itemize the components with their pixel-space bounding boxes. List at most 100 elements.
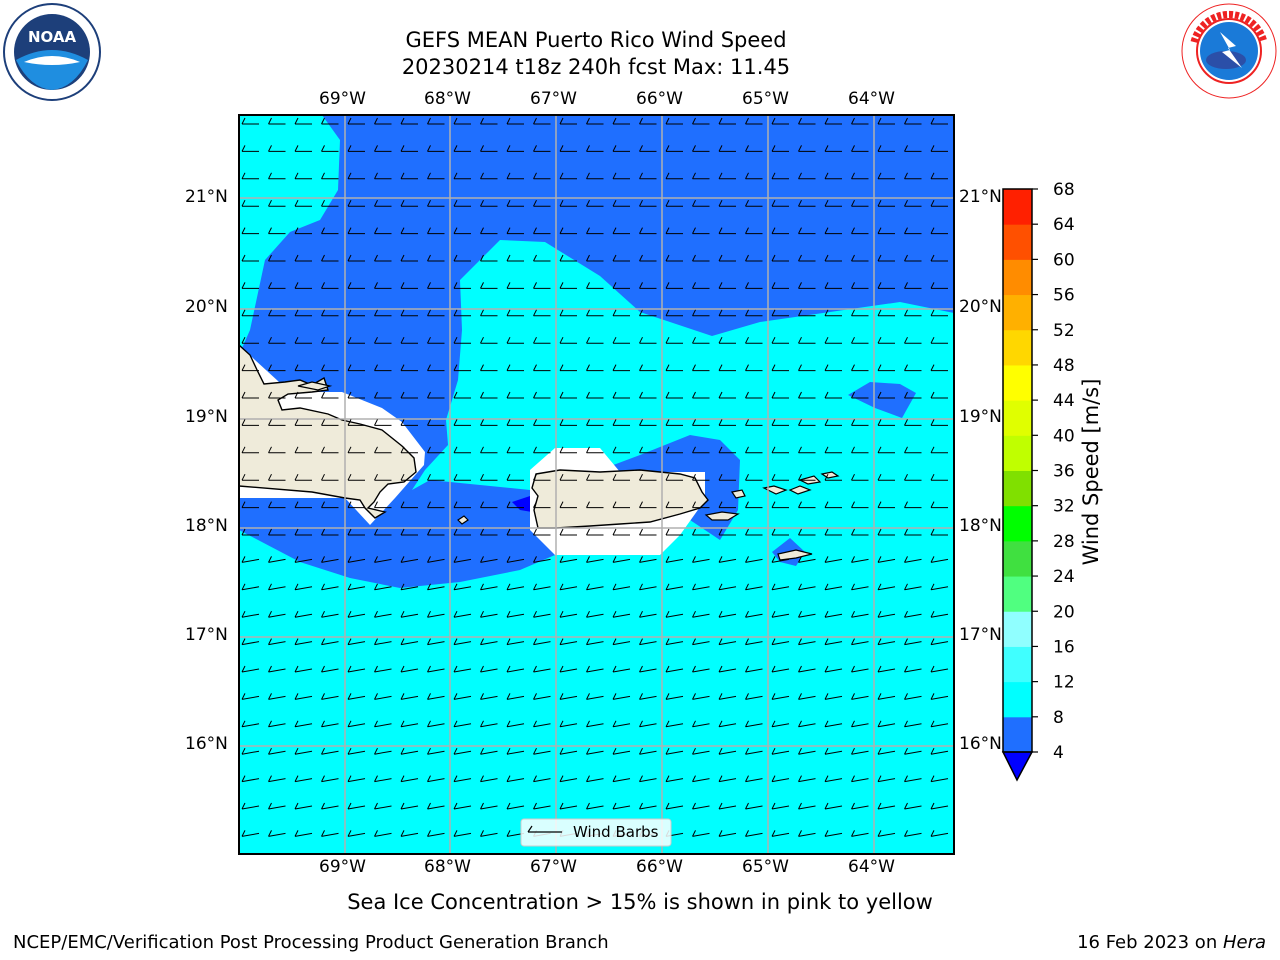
wind-barb <box>374 391 392 399</box>
wind-barb <box>427 145 445 152</box>
wind-barb <box>798 638 816 646</box>
wind-barb <box>559 473 577 481</box>
wind-barb <box>321 775 339 783</box>
wind-barb <box>241 199 259 207</box>
wind-barb <box>586 282 604 289</box>
wind-barb <box>612 501 630 509</box>
wind-barb <box>612 391 630 399</box>
wind-barb <box>586 583 604 591</box>
wind-barb <box>745 473 763 481</box>
wind-barb <box>718 117 736 125</box>
wind-barb <box>851 528 869 536</box>
footer-host: Hera <box>1222 932 1266 953</box>
wind-barb <box>904 720 922 728</box>
lon-label-top-64W: 64°W <box>848 89 895 109</box>
wind-barb <box>294 419 312 426</box>
wind-barb <box>904 665 922 673</box>
lat-label-left-21N: 21°N <box>185 187 228 207</box>
wind-barb <box>506 145 524 152</box>
wind-barb <box>559 309 577 317</box>
wind-barb <box>851 282 869 289</box>
wind-barb <box>798 528 816 536</box>
wind-barb <box>294 556 313 563</box>
wind-barb <box>930 501 948 509</box>
wind-barb <box>427 583 445 591</box>
colorbar-tick-label: 44 <box>1053 391 1075 411</box>
wind-barb <box>798 665 816 673</box>
wind-barb <box>771 336 789 344</box>
colorbar-tick-label: 64 <box>1053 215 1075 235</box>
map-frame <box>238 114 955 855</box>
wind-barb <box>268 336 286 344</box>
wind-barb <box>851 830 869 837</box>
wind-barb <box>771 693 790 700</box>
wind-barb <box>453 419 471 426</box>
wind-barb <box>877 693 896 700</box>
wind-barb <box>453 254 471 262</box>
wind-barb <box>506 693 525 700</box>
wind-barb <box>294 227 312 235</box>
wind-barb <box>400 145 418 152</box>
colorbar-tick-label: 52 <box>1053 321 1075 341</box>
wind-barb <box>851 610 869 618</box>
wind-barb <box>559 227 577 235</box>
wind-barb <box>692 364 710 372</box>
wind-barb <box>639 172 657 180</box>
wind-barb <box>268 309 286 317</box>
wind-barb <box>718 747 737 755</box>
wind-barb <box>665 364 683 372</box>
wind-barb <box>400 446 418 454</box>
colorbar-segment <box>1003 505 1032 542</box>
wind-barb <box>268 446 286 454</box>
wind-barb <box>268 528 286 536</box>
wind-barb <box>321 309 339 317</box>
wind-barb <box>665 473 683 481</box>
wind-barb <box>559 199 577 207</box>
wind-barb <box>824 117 842 125</box>
wind-barb <box>347 309 365 317</box>
wind-barb <box>347 364 365 372</box>
wind-barb <box>745 830 763 837</box>
wind-barb <box>692 830 710 837</box>
wind-barb <box>639 720 657 728</box>
wind-barb <box>374 254 392 262</box>
wind-barb <box>930 117 948 125</box>
colorbar <box>1003 189 1032 753</box>
wind-barb <box>533 391 551 399</box>
wind-barb <box>612 282 630 289</box>
wind-barb <box>241 391 259 399</box>
wind-barb <box>798 610 816 618</box>
wind-barb <box>427 419 445 426</box>
wind-barb <box>692 720 710 728</box>
wind-barb <box>612 528 630 536</box>
wind-barb <box>321 583 339 591</box>
wind-barb <box>745 693 763 700</box>
wind-barb <box>798 282 816 289</box>
wind-barb <box>453 501 471 509</box>
wind-barb <box>612 446 630 454</box>
lon-label-bottom-64W: 64°W <box>848 857 895 877</box>
wind-barb <box>586 693 604 700</box>
wind-barb <box>877 473 895 481</box>
wind-barb <box>480 583 498 591</box>
wind-barb <box>347 172 365 180</box>
wind-barb <box>745 309 763 317</box>
wind-barb <box>268 473 286 481</box>
wind-barb <box>453 172 471 180</box>
wind-barb <box>665 117 683 125</box>
wind-barb <box>824 775 843 783</box>
wind-barb <box>639 747 657 755</box>
wind-barb <box>771 665 790 673</box>
wind-barb <box>533 227 551 235</box>
wind-barb <box>427 254 445 262</box>
wind-barb <box>506 419 524 426</box>
wind-barb <box>930 309 948 317</box>
colorbar-segment <box>1003 435 1032 471</box>
wind-barb <box>268 172 286 180</box>
wind-barb <box>692 391 710 399</box>
wind-barb <box>480 802 498 810</box>
wind-barb <box>824 830 843 837</box>
wind-barb <box>241 556 260 563</box>
wind-barb <box>771 172 789 180</box>
wind-barb <box>904 610 922 618</box>
